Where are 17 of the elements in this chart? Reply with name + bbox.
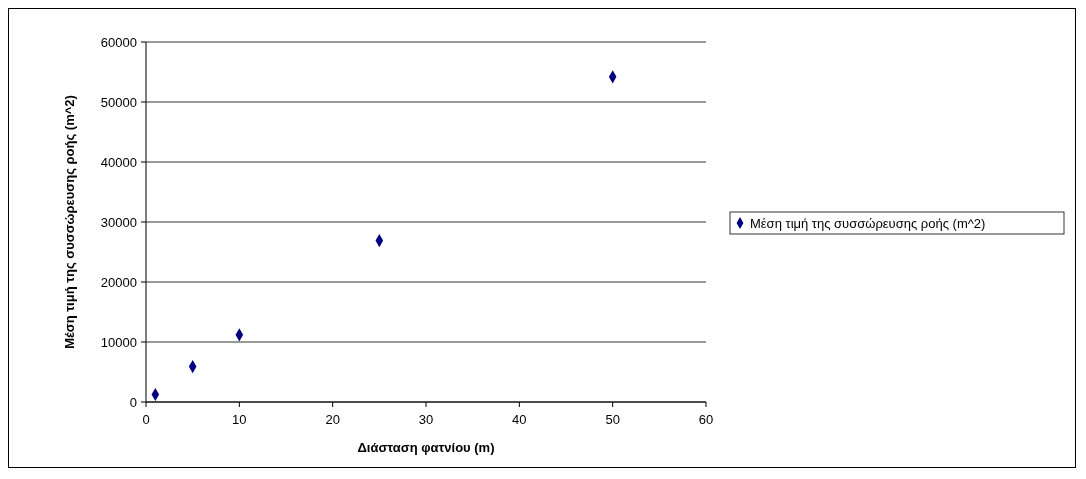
x-tick-label: 40 bbox=[512, 412, 527, 427]
y-axis-title: Μέση τιμή της συσσώρευσης ροής (m^2) bbox=[62, 95, 77, 349]
legend-label: Μέση τιμή της συσσώρευσης ροής (m^2) bbox=[750, 215, 986, 231]
y-tick-label: 20000 bbox=[100, 274, 137, 290]
y-tick-label: 30000 bbox=[100, 214, 137, 230]
y-tick-label: 0 bbox=[129, 394, 137, 410]
x-tick-label: 10 bbox=[232, 412, 247, 427]
x-tick-label: 20 bbox=[325, 412, 340, 427]
x-tick-label: 50 bbox=[605, 412, 620, 427]
x-tick-label: 0 bbox=[142, 412, 150, 427]
y-tick-label: 10000 bbox=[100, 334, 137, 350]
y-tick-label: 60000 bbox=[100, 34, 137, 50]
y-tick-label: 40000 bbox=[100, 154, 137, 170]
x-tick-label: 60 bbox=[698, 412, 714, 427]
x-axis-title: Διάσταση φατνίου (m) bbox=[357, 440, 495, 455]
y-tick-label: 50000 bbox=[100, 94, 137, 110]
x-tick-label: 30 bbox=[418, 412, 434, 427]
